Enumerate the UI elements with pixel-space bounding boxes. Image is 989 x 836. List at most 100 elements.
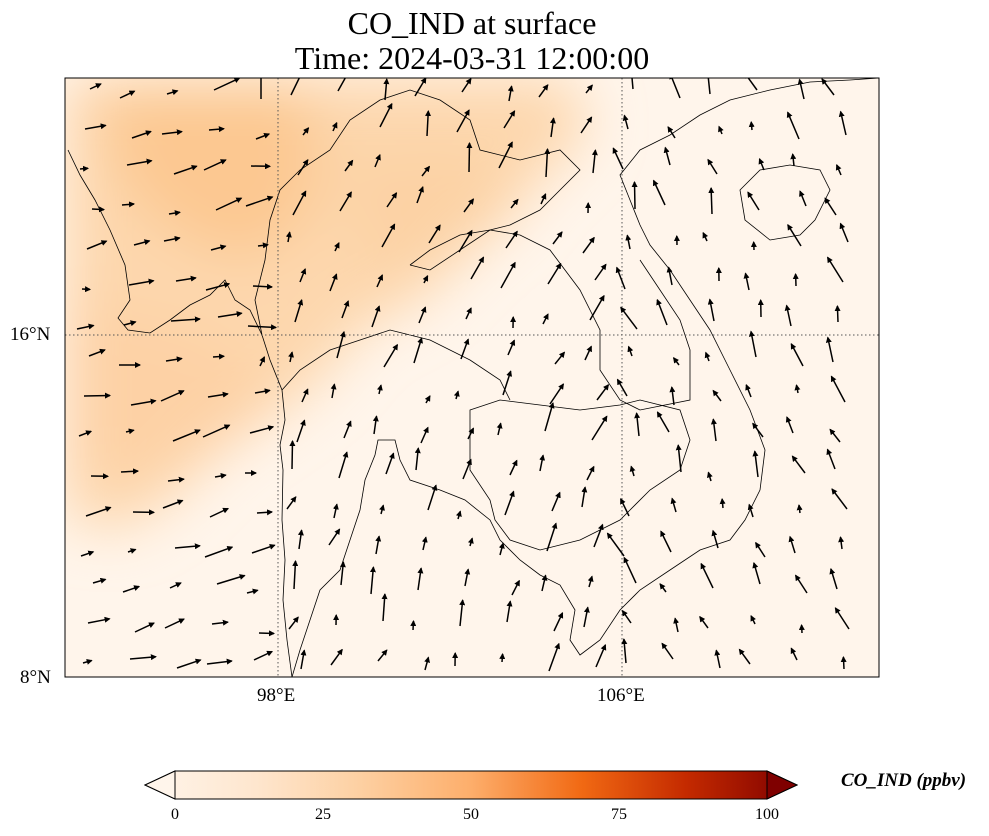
wind-arrow	[466, 142, 473, 173]
wind-arrow	[422, 275, 429, 284]
wind-arrow	[88, 348, 106, 357]
wind-arrow	[297, 529, 304, 550]
wind-arrow	[625, 234, 632, 250]
wind-arrow	[414, 78, 427, 97]
wind-arrow	[381, 223, 396, 248]
wind-arrow	[718, 125, 724, 135]
wind-arrow	[84, 123, 107, 130]
wind-arrow	[217, 311, 243, 318]
wind-arrow	[170, 316, 201, 323]
wind-arrow	[593, 523, 604, 548]
wind-arrow	[122, 585, 141, 593]
wind-arrow	[85, 506, 112, 517]
colorbar-tick-label: 50	[463, 806, 479, 823]
wind-arrow	[784, 304, 792, 327]
wind-arrow	[712, 389, 722, 402]
wind-arrow	[714, 649, 721, 669]
wind-arrow	[458, 229, 473, 253]
wind-arrow	[652, 179, 666, 206]
wind-arrow	[787, 223, 802, 247]
concentration-field	[65, 78, 879, 677]
wind-arrow	[215, 197, 243, 211]
wind-arrow	[504, 490, 515, 516]
wind-arrow	[285, 231, 292, 243]
wind-arrow	[247, 324, 277, 331]
wind-arrow	[420, 426, 429, 444]
wind-arrow	[459, 599, 466, 627]
wind-arrow	[627, 345, 634, 357]
wind-arrow	[246, 588, 259, 595]
colorbar-tick-label: 100	[755, 806, 779, 823]
wind-arrow	[548, 642, 561, 672]
wind-arrow	[707, 158, 718, 175]
wind-arrow	[79, 165, 89, 172]
wind-arrow	[214, 473, 227, 479]
wind-arrow	[202, 424, 231, 438]
wind-arrow	[173, 164, 198, 175]
wind-arrow	[656, 411, 670, 433]
wind-arrow	[128, 278, 155, 286]
wind-arrow	[835, 163, 842, 176]
wind-arrow	[131, 130, 152, 139]
colorbar-tick-label: 0	[171, 806, 179, 823]
wind-arrow	[631, 78, 634, 90]
wind-arrow	[462, 458, 472, 480]
wind-arrow	[290, 78, 301, 96]
wind-arrow	[258, 630, 275, 637]
wind-arrow	[383, 78, 390, 101]
wind-arrow	[467, 427, 475, 440]
map-title-line2: Time: 2024-03-31 12:00:00	[294, 40, 650, 76]
wind-arrow	[456, 109, 470, 133]
lat-tick-label: 8°N	[20, 667, 51, 688]
wind-arrow	[594, 263, 607, 281]
wind-arrow	[294, 299, 304, 323]
wind-arrow	[204, 545, 234, 558]
wind-arrow	[329, 273, 338, 292]
wind-arrow	[120, 468, 139, 475]
wind-arrow	[424, 656, 430, 671]
wind-arrow	[755, 541, 766, 558]
wind-arrow	[377, 649, 388, 662]
wind-arrow	[790, 343, 804, 367]
lon-tick-label: 106°E	[597, 685, 645, 706]
wind-arrow	[500, 261, 516, 289]
wind-arrow	[707, 78, 711, 95]
wind-arrow	[631, 181, 638, 210]
wind-arrow	[375, 535, 382, 555]
wind-arrow	[752, 422, 764, 438]
wind-arrow	[78, 430, 93, 437]
wind-arrow	[249, 425, 275, 434]
wind-arrow	[418, 306, 427, 324]
wind-arrow	[554, 351, 566, 365]
wind-arrow	[540, 193, 547, 205]
wind-arrow	[205, 282, 231, 291]
wind-arrow	[374, 153, 381, 168]
wind-arrow	[417, 567, 424, 591]
wind-arrow	[702, 231, 709, 242]
wind-arrow	[663, 146, 671, 166]
wind-arrow	[799, 190, 807, 207]
colorbar	[143, 770, 799, 800]
wind-arrow	[337, 78, 347, 92]
wind-arrow	[464, 568, 471, 587]
wind-arrow	[163, 235, 181, 242]
wind-arrow	[330, 648, 343, 666]
wind-arrow	[749, 330, 757, 358]
wind-arrow	[160, 390, 185, 402]
wind-arrow	[553, 611, 564, 632]
wind-arrow	[86, 240, 108, 250]
colorbar-extend-low	[143, 770, 176, 800]
wind-arrow	[747, 191, 760, 211]
wind-arrow	[829, 428, 841, 443]
wind-arrow	[830, 375, 846, 403]
wind-arrow	[542, 313, 549, 325]
wind-arrow	[595, 643, 607, 668]
wind-arrow	[660, 530, 672, 553]
wind-arrow	[505, 230, 518, 249]
wind-arrow	[616, 378, 628, 397]
wind-arrow	[623, 556, 637, 584]
wind-arrow	[606, 532, 625, 557]
lon-tick-label: 98°E	[257, 685, 296, 706]
wind-arrow	[509, 459, 518, 476]
wind-arrow	[165, 356, 183, 363]
